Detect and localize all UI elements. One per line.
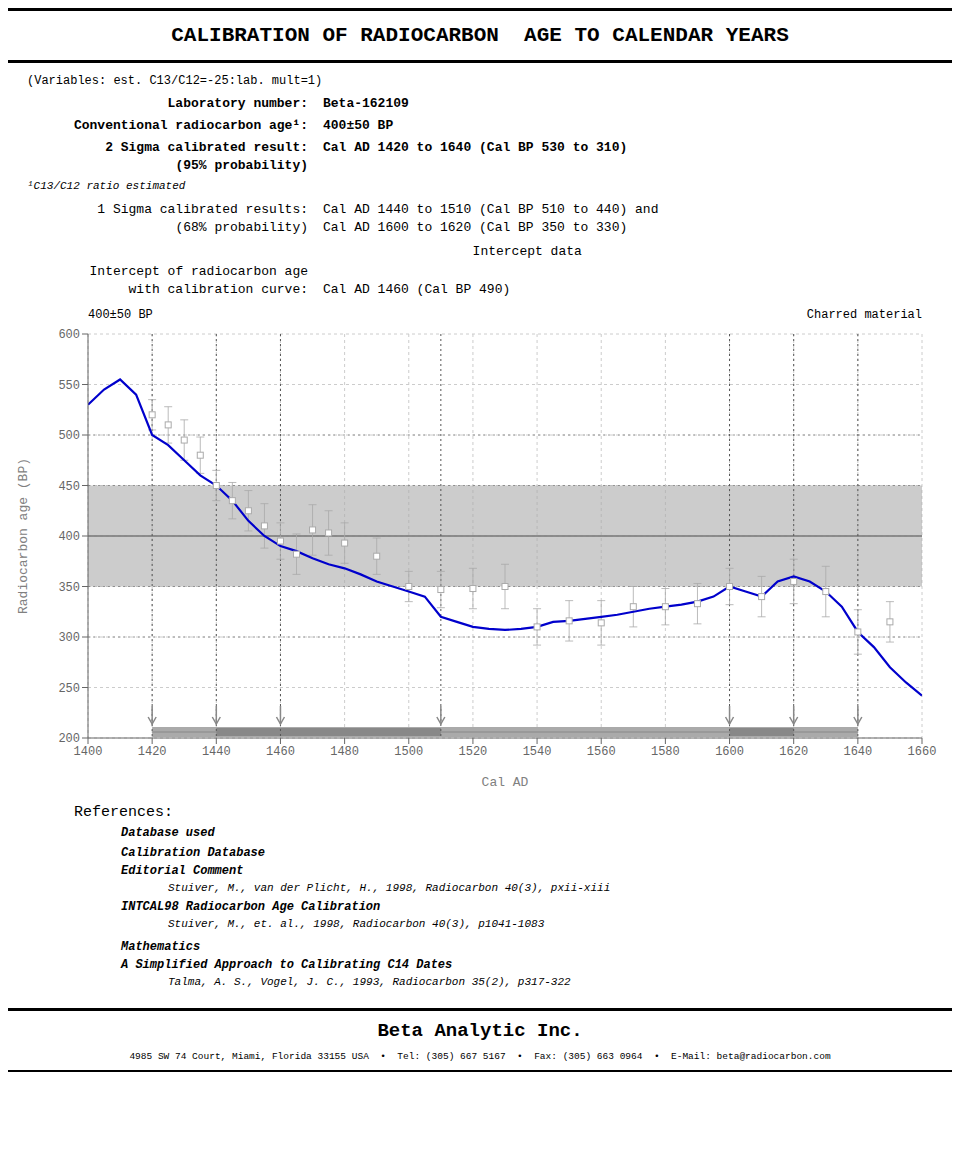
html-text:CALIBRATION OF RADIOCARBON AGE: CALIBRATION OF RADIOCARBON AGE TO CALEND… (171, 24, 789, 47)
html-text:Cal AD 1460 (Cal BP 490): Cal AD 1460 (Cal BP 490) (323, 282, 511, 297)
html-text:Intercept of radiocarbon age: Intercept of radiocarbon age (89, 264, 308, 279)
svg-text:1440: 1440 (202, 745, 231, 759)
html-text:Editorial Comment: Editorial Comment (121, 864, 244, 878)
html-text:INTCAL98 Radiocarbon Age Calib: INTCAL98 Radiocarbon Age Calibration (121, 900, 381, 914)
html-text:Talma, A. S., Vogel, J. C., 19: Talma, A. S., Vogel, J. C., 1993, Radioc… (168, 976, 571, 988)
html-text:Database used: Database used (121, 826, 215, 840)
html-text:Laboratory number:: Laboratory number: (167, 96, 308, 111)
html-text:Intercept data: Intercept data (472, 244, 582, 259)
svg-text:1560: 1560 (587, 745, 616, 759)
svg-text:500: 500 (58, 429, 80, 443)
html-text:with calibration curve:: with calibration curve: (128, 282, 308, 297)
html-text:1 Sigma calibrated results:: 1 Sigma calibrated results: (97, 202, 308, 217)
html-text:4985 SW 74 Court, Miami, Flori: 4985 SW 74 Court, Miami, Florida 33155 U… (129, 1051, 831, 1062)
svg-text:450: 450 (58, 480, 80, 494)
svg-text:1400: 1400 (74, 745, 103, 759)
html-text:Cal AD 1440 to 1510 (Cal BP 51: Cal AD 1440 to 1510 (Cal BP 510 to 440) … (323, 202, 659, 217)
svg-text:1660: 1660 (908, 745, 937, 759)
html-text:(Variables: est. C13/C12=-25:l: (Variables: est. C13/C12=-25:lab. mult=1… (27, 74, 323, 88)
svg-text:Cal AD: Cal AD (482, 775, 529, 790)
html-text:Beta-162109: Beta-162109 (323, 96, 409, 111)
svg-text:1640: 1640 (843, 745, 872, 759)
svg-text:1600: 1600 (715, 745, 744, 759)
html-text:Stuiver, M., et. al., 1998, Ra: Stuiver, M., et. al., 1998, Radiocarbon … (168, 918, 545, 930)
html-text:Cal AD 1420 to 1640 (Cal BP 53: Cal AD 1420 to 1640 (Cal BP 530 to 310) (323, 140, 628, 155)
svg-text:200: 200 (58, 732, 80, 746)
html-text:Conventional radiocarbon age¹:: Conventional radiocarbon age¹: (74, 118, 308, 133)
svg-text:400: 400 (58, 530, 80, 544)
svg-text:550: 550 (58, 379, 80, 393)
html-text:References:: References: (74, 804, 173, 821)
svg-text:1580: 1580 (651, 745, 680, 759)
svg-text:250: 250 (58, 682, 80, 696)
html-text:Stuiver, M., van der Plicht, H: Stuiver, M., van der Plicht, H., 1998, R… (168, 882, 611, 894)
html-text:400±50 BP: 400±50 BP (88, 308, 153, 322)
html-text:A Simplified Approach to Calib: A Simplified Approach to Calibrating C14… (121, 958, 453, 972)
svg-text:1420: 1420 (138, 745, 167, 759)
html-text:Beta Analytic Inc.: Beta Analytic Inc. (377, 1020, 583, 1042)
html-text:Calibration Database: Calibration Database (121, 846, 265, 860)
html-text:¹C13/C12 ratio estimated: ¹C13/C12 ratio estimated (27, 180, 186, 192)
svg-text:350: 350 (58, 581, 80, 595)
svg-text:300: 300 (58, 631, 80, 645)
svg-text:1480: 1480 (330, 745, 359, 759)
html-text:Mathematics: Mathematics (121, 940, 201, 954)
html-text:(68% probability): (68% probability) (175, 220, 308, 235)
svg-text:600: 600 (58, 328, 80, 342)
svg-text:1540: 1540 (523, 745, 552, 759)
svg-text:Radiocarbon age (BP): Radiocarbon age (BP) (16, 458, 31, 614)
svg-text:1520: 1520 (459, 745, 488, 759)
html-text:(95% probability): (95% probability) (175, 158, 308, 173)
svg-text:1620: 1620 (779, 745, 808, 759)
svg-text:1460: 1460 (266, 745, 295, 759)
html-text:Charred material: Charred material (806, 308, 922, 322)
html-text:Cal AD 1600 to 1620 (Cal BP 35: Cal AD 1600 to 1620 (Cal BP 350 to 330) (323, 220, 628, 235)
svg-text:1500: 1500 (394, 745, 423, 759)
html-text:400±50 BP: 400±50 BP (323, 118, 394, 133)
html-text:2 Sigma calibrated result:: 2 Sigma calibrated result: (105, 140, 308, 155)
